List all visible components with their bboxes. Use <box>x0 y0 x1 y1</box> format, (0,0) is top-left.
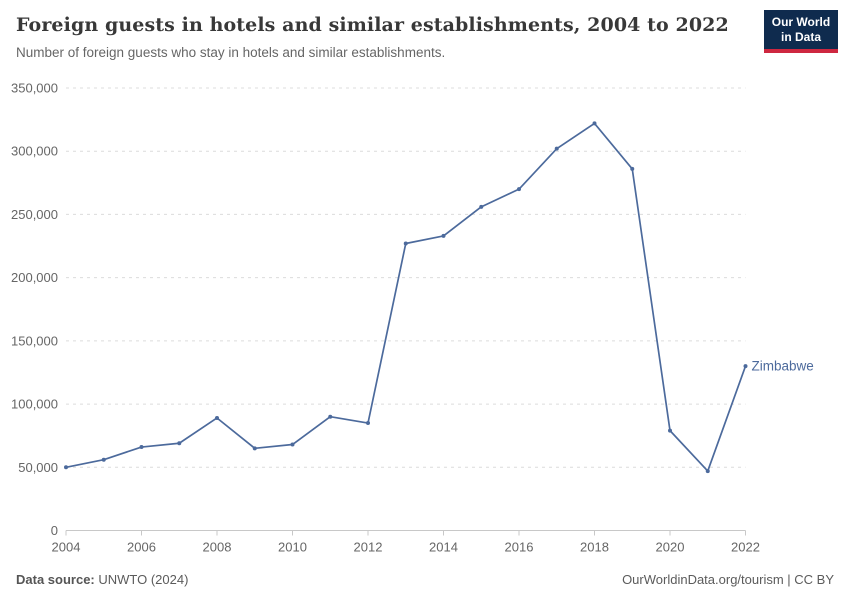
y-tick-label: 100,000 <box>11 397 58 412</box>
y-tick-label: 300,000 <box>11 144 58 159</box>
y-tick-label: 0 <box>51 523 58 538</box>
x-tick-label: 2016 <box>505 540 534 555</box>
y-tick-label: 200,000 <box>11 270 58 285</box>
data-source-value: UNWTO (2024) <box>98 572 189 587</box>
data-point[interactable] <box>592 121 597 126</box>
owid-logo[interactable]: Our World in Data <box>764 10 838 53</box>
chart-header: Foreign guests in hotels and similar est… <box>16 14 834 60</box>
x-tick-label: 2012 <box>354 540 383 555</box>
data-source: Data source: UNWTO (2024) <box>16 572 188 587</box>
data-point[interactable] <box>328 414 333 419</box>
data-point[interactable] <box>517 187 521 192</box>
y-tick-label: 50,000 <box>18 460 58 475</box>
data-point[interactable] <box>64 465 68 470</box>
x-tick-label: 2014 <box>429 540 458 555</box>
data-point[interactable] <box>668 428 672 433</box>
owid-logo-line2: in Data <box>780 30 821 44</box>
chart-title: Foreign guests in hotels and similar est… <box>16 14 729 36</box>
y-tick-label: 250,000 <box>11 207 58 222</box>
data-point[interactable] <box>290 442 295 447</box>
data-point[interactable] <box>101 457 106 462</box>
x-tick-label: 2006 <box>127 540 156 555</box>
series-label[interactable]: Zimbabwe <box>752 359 814 374</box>
credit-link[interactable]: OurWorldinData.org/tourism | CC BY <box>622 572 834 587</box>
data-point[interactable] <box>705 469 710 474</box>
data-point[interactable] <box>366 421 370 426</box>
data-point[interactable] <box>403 241 408 246</box>
data-point[interactable] <box>441 233 446 238</box>
owid-logo-line1: Our World <box>771 15 831 29</box>
data-line <box>65 122 747 472</box>
y-tick-label: 350,000 <box>11 81 58 96</box>
data-point[interactable] <box>252 446 257 451</box>
data-point[interactable] <box>479 204 484 209</box>
x-tick-label: 2018 <box>580 540 609 555</box>
x-tick-label: 2022 <box>731 540 760 555</box>
x-tick-label: 2010 <box>278 540 307 555</box>
x-tick-label: 2004 <box>52 540 81 555</box>
chart-subtitle: Number of foreign guests who stay in hot… <box>16 45 446 60</box>
chart-footer: Data source: UNWTO (2024) OurWorldinData… <box>16 572 834 587</box>
data-point[interactable] <box>139 445 144 450</box>
y-tick-label: 150,000 <box>11 333 58 348</box>
data-point[interactable] <box>630 166 635 171</box>
x-tick-label: 2008 <box>203 540 232 555</box>
data-point[interactable] <box>177 441 182 446</box>
data-source-label: Data source: <box>16 572 95 587</box>
data-point[interactable] <box>215 415 219 420</box>
data-point[interactable] <box>554 146 559 151</box>
x-tick-label: 2020 <box>656 540 685 555</box>
data-point[interactable] <box>743 364 748 369</box>
